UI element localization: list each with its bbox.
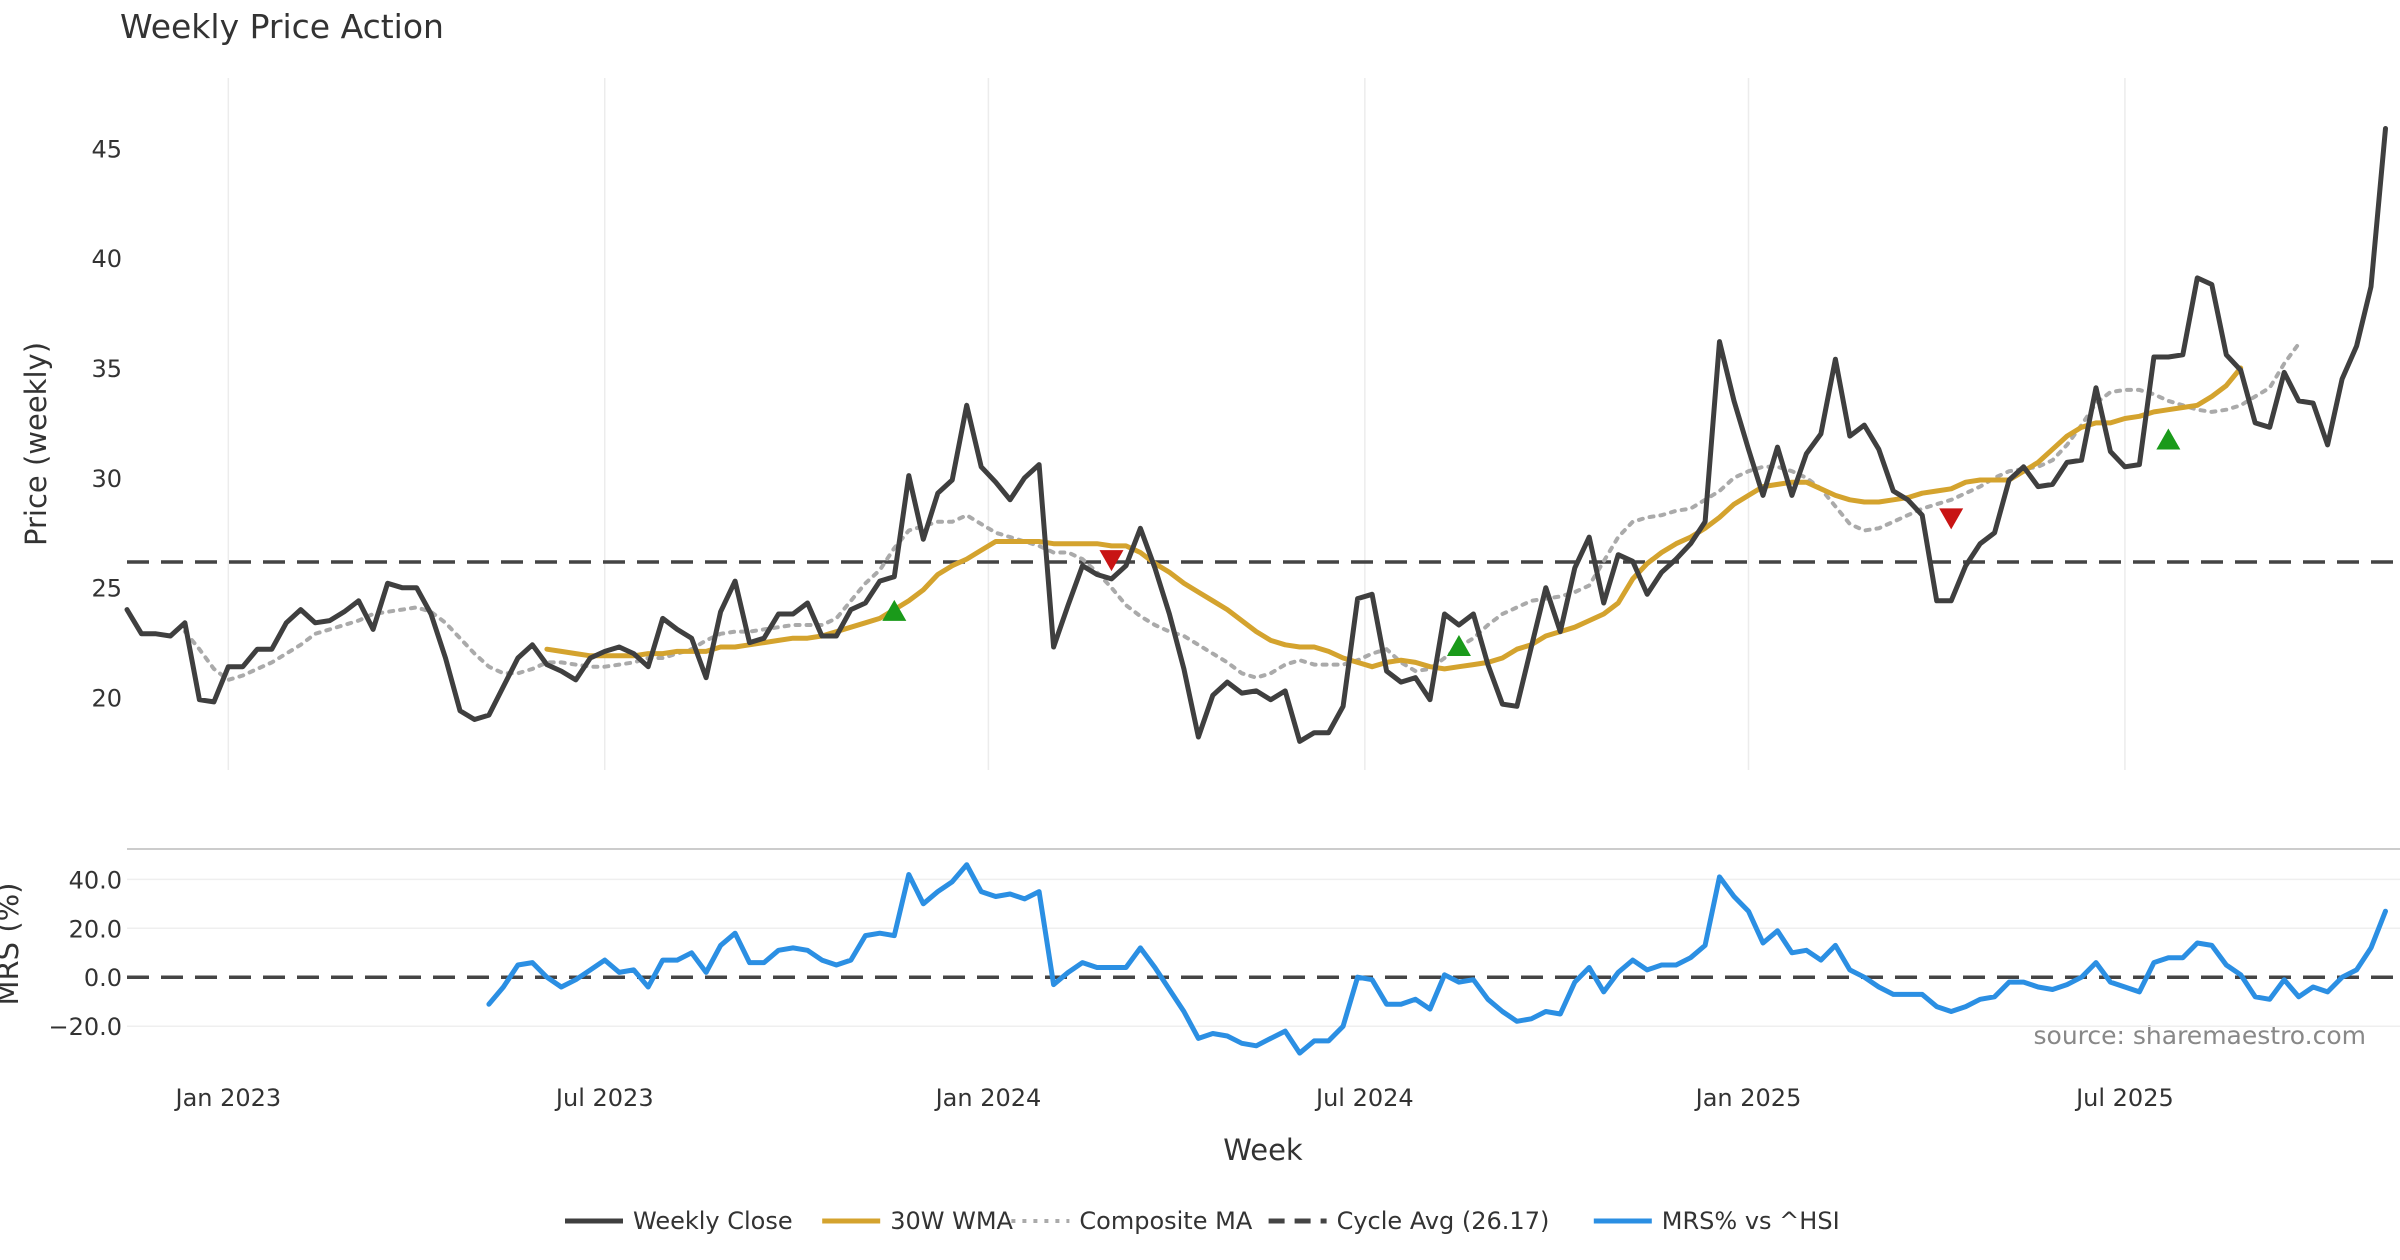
price-y-tick-label: 35 (91, 355, 122, 383)
x-tick-label: Jul 2023 (554, 1084, 654, 1112)
price-y-tick-label: 30 (91, 465, 122, 493)
legend-label: MRS% vs ^HSI (1662, 1207, 1840, 1235)
x-tick-label: Jan 2025 (1694, 1084, 1802, 1112)
mrs-line (486, 862, 2388, 1056)
price-y-tick-label: 40 (91, 245, 122, 273)
legend-label: Composite MA (1079, 1207, 1252, 1235)
price-y-tick-label: 25 (91, 575, 122, 603)
mrs-y-tick-label: −20.0 (48, 1013, 122, 1041)
legend-label: 30W WMA (890, 1207, 1013, 1235)
x-tick-label: Jul 2024 (1314, 1084, 1414, 1112)
sell-signal-marker (1939, 508, 1964, 530)
x-axis-label: Week (1223, 1133, 1303, 1167)
sell-signal-marker (1099, 550, 1124, 572)
price-y-tick-label: 20 (91, 685, 122, 713)
source-credit: source: sharemaestro.com (2034, 1021, 2367, 1050)
price-y-tick-label: 45 (91, 135, 122, 163)
legend-label: Weekly Close (633, 1207, 793, 1235)
chart-title: Weekly Price Action (120, 7, 444, 46)
mrs-y-axis-label: MRS (%) (0, 883, 25, 1006)
legend: Weekly Close 30W WMA Composite MA Cycle Avg… (565, 1207, 1840, 1235)
buy-signal-marker (2156, 428, 2181, 450)
legend-label: Cycle Avg (26.17) (1337, 1207, 1550, 1235)
x-tick-label: Jan 2023 (173, 1084, 281, 1112)
mrs-y-tick-label: 20.0 (69, 915, 122, 943)
weekly-close-line (124, 126, 2388, 744)
buy-signal-marker (882, 599, 907, 621)
composite-ma-line (182, 341, 2301, 682)
x-tick-label: Jan 2024 (934, 1084, 1042, 1112)
plot-area: Jan 2023 Jul 2023 Jan 2024 Jul 2024 Jan 2025… (48, 78, 2400, 1112)
x-tick-label: Jul 2025 (2074, 1084, 2174, 1112)
mrs-y-tick-label: 0.0 (84, 964, 122, 992)
buy-signal-marker (1446, 634, 1471, 656)
price-y-axis-label: Price (weekly) (19, 342, 53, 546)
mrs-y-tick-label: 40.0 (69, 866, 122, 894)
